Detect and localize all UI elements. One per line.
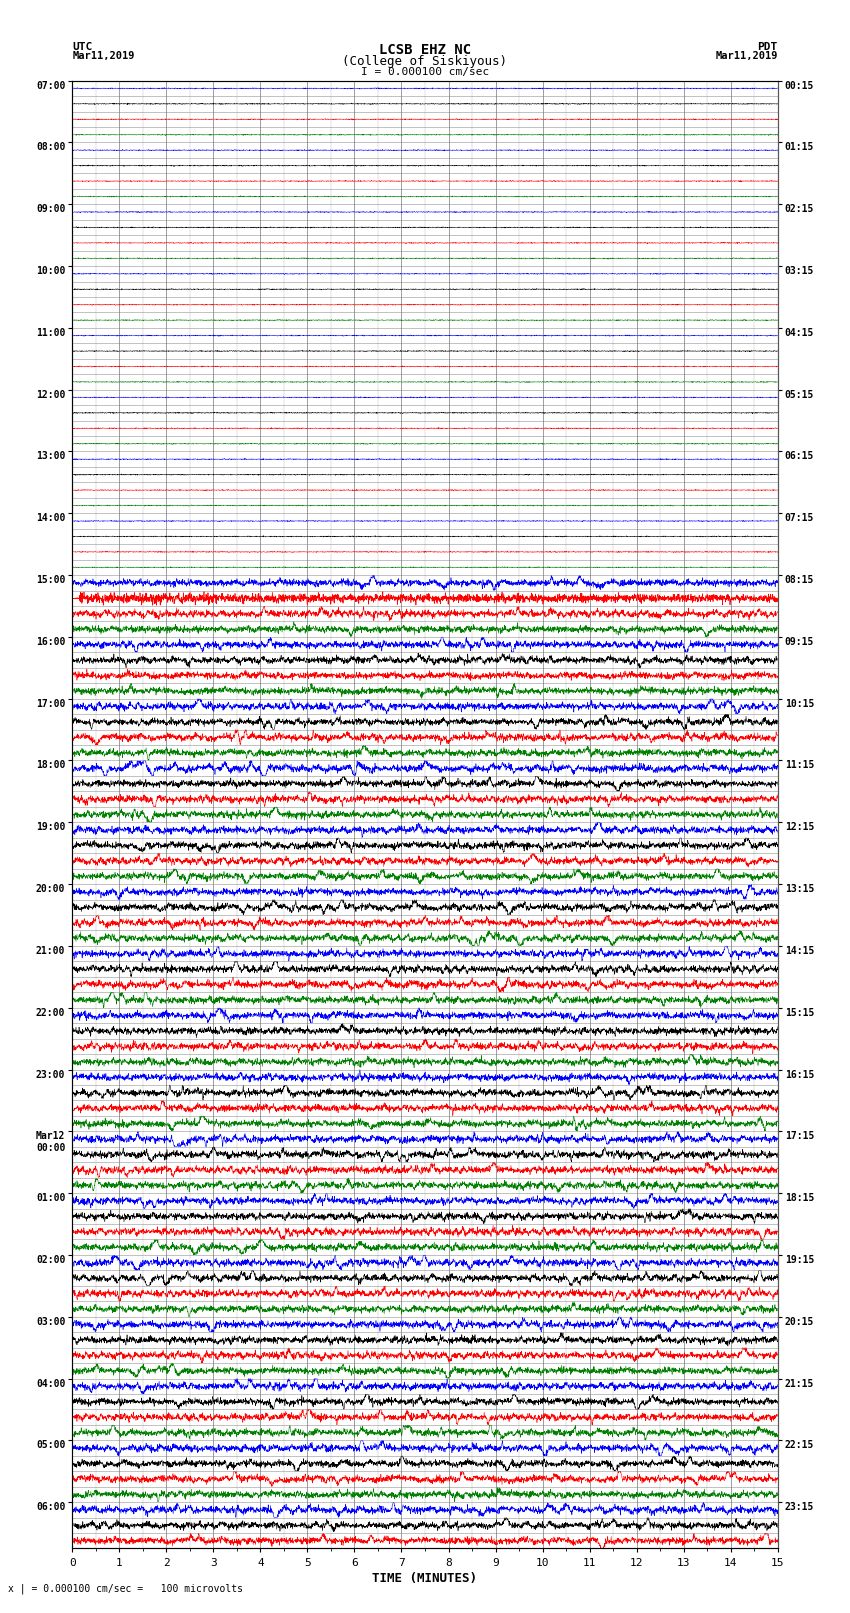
- Text: Mar11,2019: Mar11,2019: [72, 52, 135, 61]
- X-axis label: TIME (MINUTES): TIME (MINUTES): [372, 1571, 478, 1584]
- Text: LCSB EHZ NC: LCSB EHZ NC: [379, 44, 471, 58]
- Text: Mar11,2019: Mar11,2019: [715, 52, 778, 61]
- Text: PDT: PDT: [757, 42, 778, 52]
- Text: I = 0.000100 cm/sec: I = 0.000100 cm/sec: [361, 66, 489, 77]
- Text: x | = 0.000100 cm/sec =   100 microvolts: x | = 0.000100 cm/sec = 100 microvolts: [8, 1582, 243, 1594]
- Text: (College of Siskiyous): (College of Siskiyous): [343, 55, 507, 68]
- Text: UTC: UTC: [72, 42, 93, 52]
